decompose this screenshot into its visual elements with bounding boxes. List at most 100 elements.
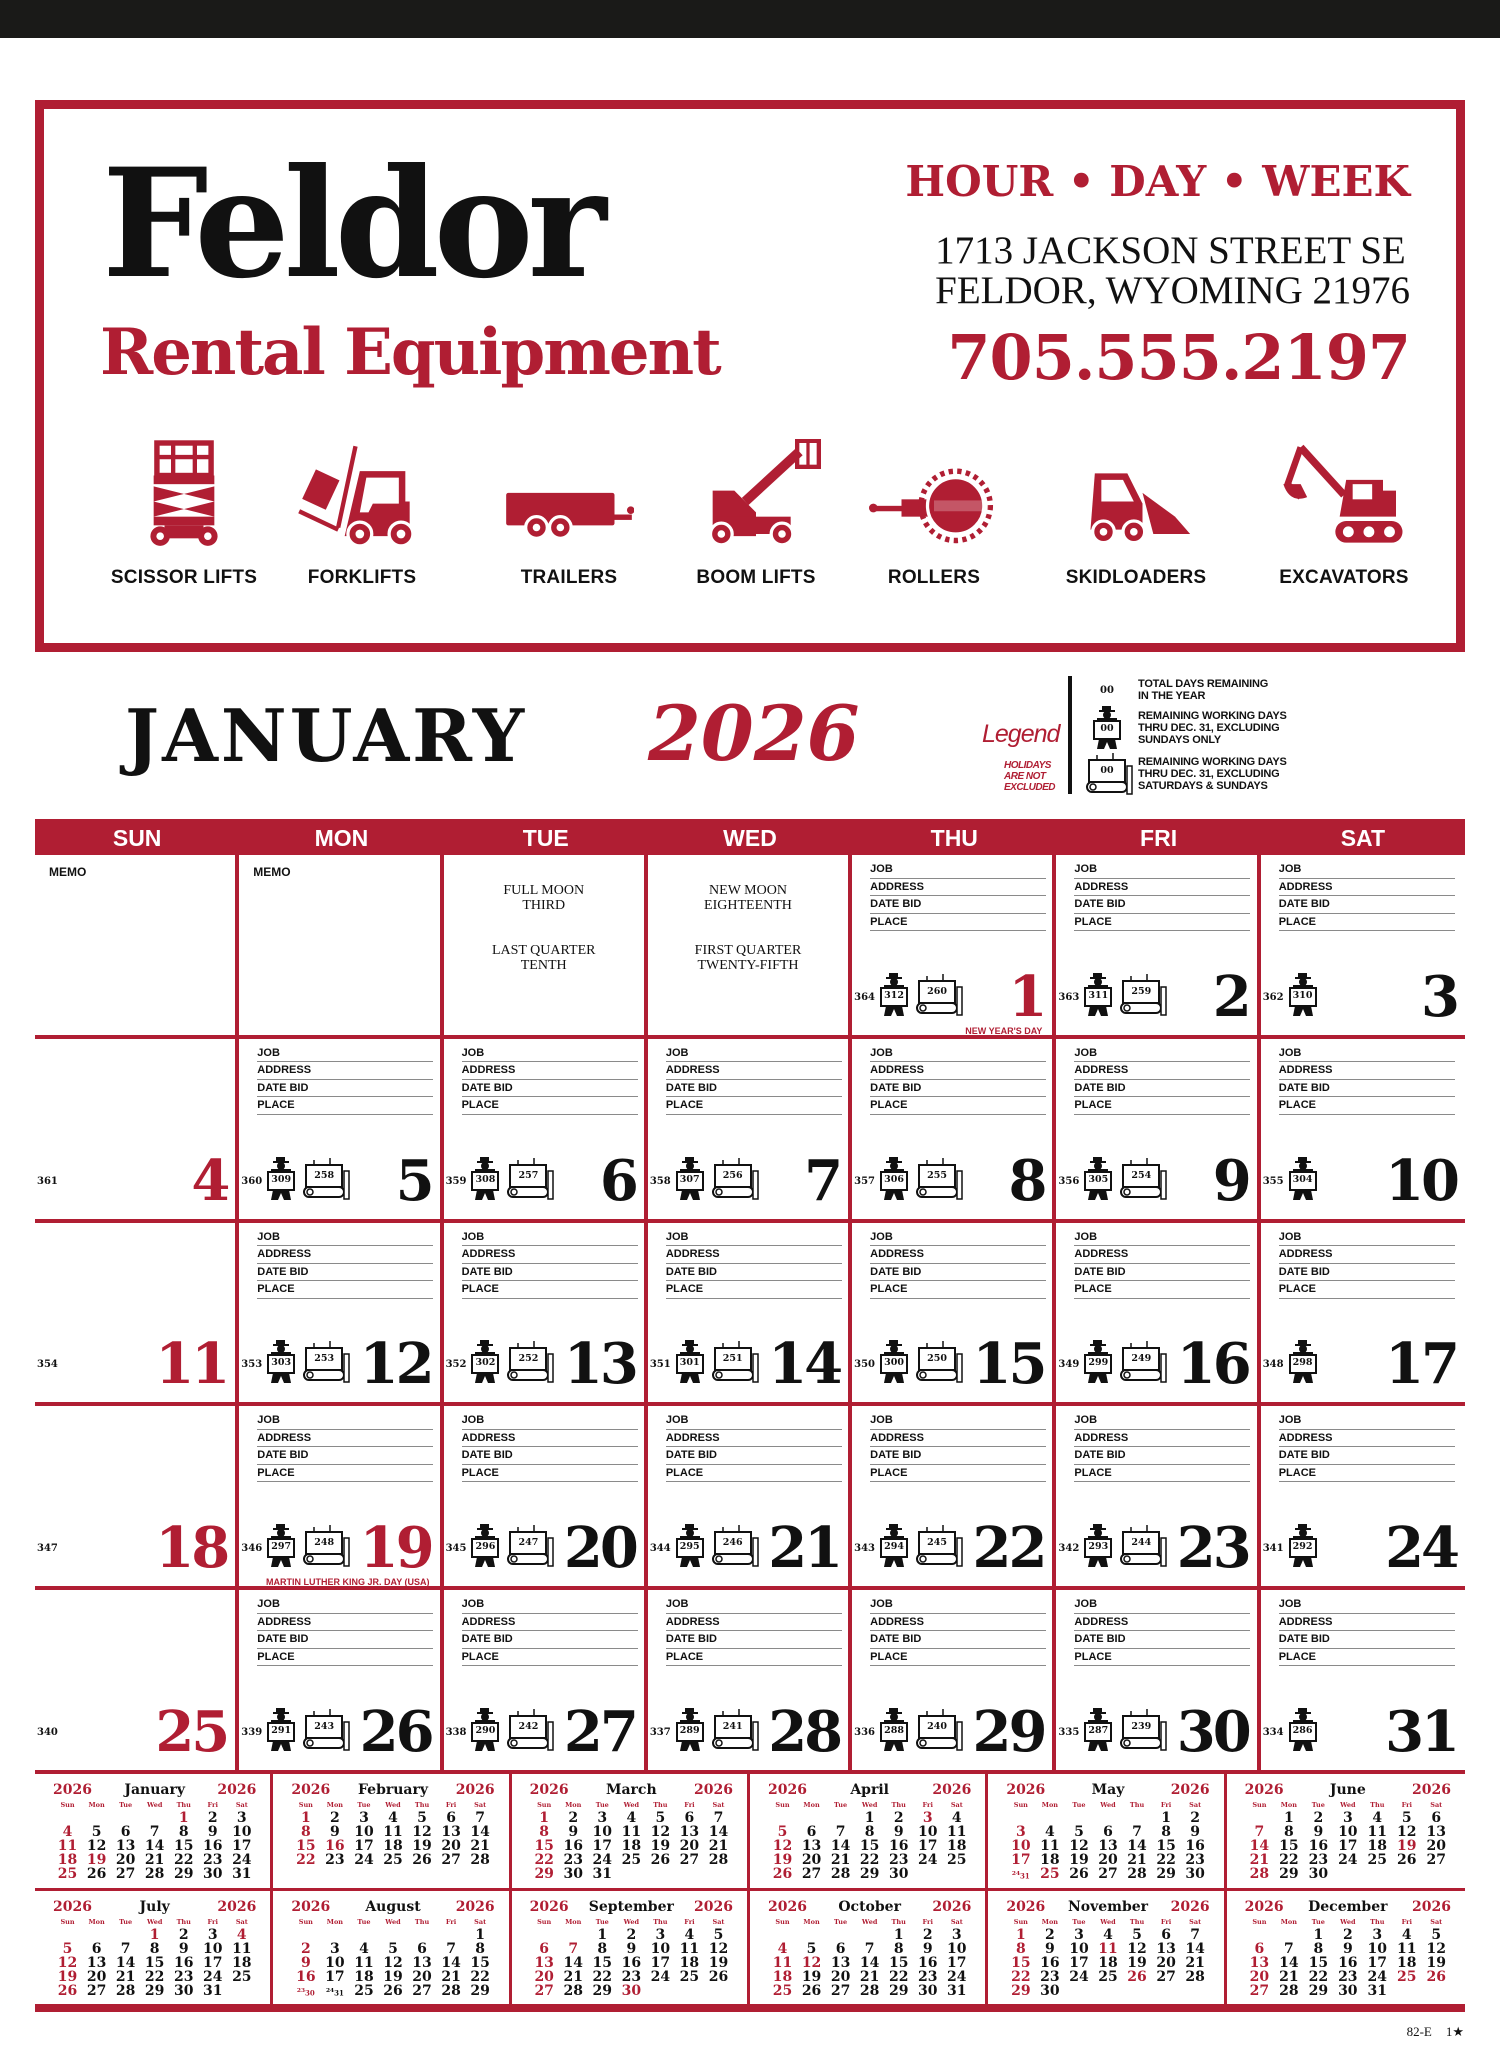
job-field-job[interactable]: JOB bbox=[1074, 861, 1251, 879]
job-field-address[interactable]: ADDRESS bbox=[665, 1614, 842, 1632]
job-field-address[interactable]: ADDRESS bbox=[1278, 1430, 1455, 1448]
job-field-address[interactable]: ADDRESS bbox=[257, 1246, 434, 1264]
job-field-address[interactable]: ADDRESS bbox=[1074, 1614, 1251, 1632]
job-field-address[interactable]: ADDRESS bbox=[1278, 1062, 1455, 1080]
job-field-place[interactable]: PLACE bbox=[870, 1281, 1047, 1299]
job-field-job[interactable]: JOB bbox=[257, 1596, 434, 1614]
job-field-place[interactable]: PLACE bbox=[1278, 1465, 1455, 1483]
job-field-place[interactable]: PLACE bbox=[257, 1281, 434, 1299]
job-field-job[interactable]: JOB bbox=[257, 1412, 434, 1430]
job-field-place[interactable]: PLACE bbox=[461, 1649, 638, 1667]
day-cell-10[interactable]: JOB ADDRESS DATE BID PLACE 355 304 10 bbox=[1260, 1039, 1465, 1223]
job-field-date-bid[interactable]: DATE BID bbox=[257, 1080, 434, 1098]
job-field-place[interactable]: PLACE bbox=[665, 1097, 842, 1115]
job-field-job[interactable]: JOB bbox=[870, 1596, 1047, 1614]
job-field-address[interactable]: ADDRESS bbox=[870, 1246, 1047, 1264]
day-cell-6[interactable]: JOB ADDRESS DATE BID PLACE 359 308 257 6 bbox=[443, 1038, 648, 1223]
job-field-job[interactable]: JOB bbox=[257, 1229, 434, 1247]
job-field-date-bid[interactable]: DATE BID bbox=[870, 1631, 1047, 1649]
job-field-date-bid[interactable]: DATE BID bbox=[870, 896, 1047, 914]
job-field-address[interactable]: ADDRESS bbox=[257, 1062, 434, 1080]
day-cell-15[interactable]: JOB ADDRESS DATE BID PLACE 350 300 250 15 bbox=[852, 1222, 1057, 1407]
job-field-job[interactable]: JOB bbox=[1278, 1596, 1455, 1614]
job-field-job[interactable]: JOB bbox=[665, 1045, 842, 1063]
job-field-place[interactable]: PLACE bbox=[665, 1649, 842, 1667]
day-cell-14[interactable]: JOB ADDRESS DATE BID PLACE 351 301 251 14 bbox=[647, 1222, 853, 1407]
job-field-job[interactable]: JOB bbox=[870, 861, 1047, 879]
job-field-address[interactable]: ADDRESS bbox=[1074, 1246, 1251, 1264]
job-field-address[interactable]: ADDRESS bbox=[870, 1430, 1047, 1448]
job-field-place[interactable]: PLACE bbox=[1278, 914, 1455, 931]
job-field-date-bid[interactable]: DATE BID bbox=[665, 1447, 842, 1465]
day-cell-2[interactable]: JOB ADDRESS DATE BID PLACE 363 311 259 2 bbox=[1056, 855, 1261, 1039]
job-field-date-bid[interactable]: DATE BID bbox=[1074, 896, 1251, 914]
job-field-address[interactable]: ADDRESS bbox=[665, 1246, 842, 1264]
job-field-address[interactable]: ADDRESS bbox=[1278, 1246, 1455, 1264]
day-cell-empty[interactable]: MEMO bbox=[35, 855, 240, 1039]
job-field-date-bid[interactable]: DATE BID bbox=[665, 1080, 842, 1098]
job-field-job[interactable]: JOB bbox=[665, 1229, 842, 1247]
day-cell-16[interactable]: JOB ADDRESS DATE BID PLACE 349 299 249 16 bbox=[1056, 1222, 1261, 1407]
job-field-address[interactable]: ADDRESS bbox=[870, 879, 1047, 896]
job-field-place[interactable]: PLACE bbox=[870, 1097, 1047, 1115]
job-field-date-bid[interactable]: DATE BID bbox=[1278, 1080, 1455, 1098]
job-field-place[interactable]: PLACE bbox=[1074, 1649, 1251, 1667]
job-field-date-bid[interactable]: DATE BID bbox=[257, 1631, 434, 1649]
job-field-job[interactable]: JOB bbox=[1074, 1045, 1251, 1063]
day-cell-21[interactable]: JOB ADDRESS DATE BID PLACE 344 295 246 21 bbox=[647, 1406, 853, 1591]
job-field-address[interactable]: ADDRESS bbox=[461, 1246, 638, 1264]
day-cell-empty[interactable]: MEMO bbox=[239, 855, 444, 1039]
job-field-address[interactable]: ADDRESS bbox=[257, 1614, 434, 1632]
job-field-date-bid[interactable]: DATE BID bbox=[1074, 1264, 1251, 1282]
day-cell-17[interactable]: JOB ADDRESS DATE BID PLACE 348 298 17 bbox=[1260, 1223, 1465, 1407]
job-field-date-bid[interactable]: DATE BID bbox=[257, 1264, 434, 1282]
job-field-place[interactable]: PLACE bbox=[870, 1649, 1047, 1667]
job-field-place[interactable]: PLACE bbox=[461, 1465, 638, 1483]
job-field-place[interactable]: PLACE bbox=[461, 1097, 638, 1115]
day-cell-19[interactable]: JOB ADDRESS DATE BID PLACE 346 297 248 19 MARTIN… bbox=[239, 1406, 444, 1591]
job-field-job[interactable]: JOB bbox=[870, 1412, 1047, 1430]
day-cell-23[interactable]: JOB ADDRESS DATE BID PLACE 342 293 244 23 bbox=[1056, 1406, 1261, 1591]
day-cell-31[interactable]: JOB ADDRESS DATE BID PLACE 334 286 31 bbox=[1260, 1590, 1465, 1774]
job-field-place[interactable]: PLACE bbox=[1278, 1097, 1455, 1115]
job-field-job[interactable]: JOB bbox=[1278, 1045, 1455, 1063]
job-field-address[interactable]: ADDRESS bbox=[1074, 1062, 1251, 1080]
job-field-date-bid[interactable]: DATE BID bbox=[1278, 1447, 1455, 1465]
job-field-job[interactable]: JOB bbox=[257, 1045, 434, 1063]
day-cell-29[interactable]: JOB ADDRESS DATE BID PLACE 336 288 240 29 bbox=[852, 1590, 1057, 1774]
job-field-date-bid[interactable]: DATE BID bbox=[1074, 1080, 1251, 1098]
job-field-date-bid[interactable]: DATE BID bbox=[665, 1264, 842, 1282]
day-cell-empty[interactable]: NEW MOON EIGHTEENTH FIRST QUARTER TWENTY-FI… bbox=[647, 855, 853, 1039]
job-field-date-bid[interactable]: DATE BID bbox=[1278, 896, 1455, 914]
job-field-date-bid[interactable]: DATE BID bbox=[870, 1080, 1047, 1098]
job-field-date-bid[interactable]: DATE BID bbox=[1278, 1631, 1455, 1649]
day-cell-8[interactable]: JOB ADDRESS DATE BID PLACE 357 306 255 8 bbox=[852, 1038, 1057, 1223]
job-field-date-bid[interactable]: DATE BID bbox=[1278, 1264, 1455, 1282]
job-field-address[interactable]: ADDRESS bbox=[870, 1614, 1047, 1632]
job-field-job[interactable]: JOB bbox=[461, 1229, 638, 1247]
job-field-place[interactable]: PLACE bbox=[461, 1281, 638, 1299]
day-cell-24[interactable]: JOB ADDRESS DATE BID PLACE 341 292 24 bbox=[1260, 1406, 1465, 1591]
job-field-place[interactable]: PLACE bbox=[257, 1097, 434, 1115]
job-field-date-bid[interactable]: DATE BID bbox=[870, 1447, 1047, 1465]
job-field-job[interactable]: JOB bbox=[870, 1229, 1047, 1247]
job-field-address[interactable]: ADDRESS bbox=[665, 1062, 842, 1080]
job-field-place[interactable]: PLACE bbox=[257, 1465, 434, 1483]
job-field-place[interactable]: PLACE bbox=[1074, 914, 1251, 931]
day-cell-22[interactable]: JOB ADDRESS DATE BID PLACE 343 294 245 22 bbox=[852, 1406, 1057, 1591]
job-field-date-bid[interactable]: DATE BID bbox=[461, 1447, 638, 1465]
job-field-job[interactable]: JOB bbox=[1278, 1412, 1455, 1430]
job-field-date-bid[interactable]: DATE BID bbox=[257, 1447, 434, 1465]
job-field-job[interactable]: JOB bbox=[461, 1596, 638, 1614]
day-cell-1[interactable]: JOB ADDRESS DATE BID PLACE 364 312 260 1 NEW YEA… bbox=[852, 855, 1057, 1039]
job-field-job[interactable]: JOB bbox=[665, 1412, 842, 1430]
job-field-address[interactable]: ADDRESS bbox=[461, 1614, 638, 1632]
job-field-place[interactable]: PLACE bbox=[1074, 1097, 1251, 1115]
day-cell-30[interactable]: JOB ADDRESS DATE BID PLACE 335 287 239 30 bbox=[1056, 1590, 1261, 1774]
job-field-place[interactable]: PLACE bbox=[1278, 1281, 1455, 1299]
job-field-job[interactable]: JOB bbox=[1074, 1229, 1251, 1247]
job-field-job[interactable]: JOB bbox=[665, 1596, 842, 1614]
day-cell-25[interactable]: 340 25 bbox=[35, 1590, 240, 1774]
job-field-job[interactable]: JOB bbox=[461, 1045, 638, 1063]
job-field-date-bid[interactable]: DATE BID bbox=[665, 1631, 842, 1649]
